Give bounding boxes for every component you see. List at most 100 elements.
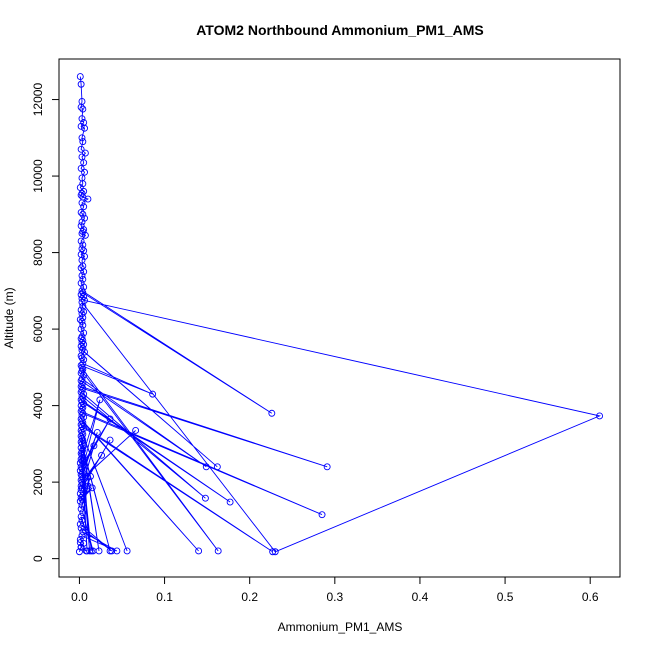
data-point	[77, 543, 85, 551]
data-point	[76, 73, 84, 81]
data-point	[77, 237, 85, 245]
y-tick-label: 2000	[31, 468, 45, 495]
data-point	[77, 164, 85, 172]
plot-frame	[58, 58, 621, 578]
y-tick-label: 0	[31, 555, 45, 562]
data-point	[77, 407, 85, 415]
data-point	[132, 427, 140, 434]
y-tick-label: 10000	[31, 159, 45, 193]
data-point	[214, 547, 222, 555]
data-point	[88, 484, 96, 492]
data-point	[81, 149, 89, 157]
data-point	[89, 547, 97, 555]
data-point	[82, 547, 90, 555]
data-point	[84, 482, 92, 490]
data-point	[84, 195, 92, 203]
y-tick-label: 12000	[31, 83, 45, 117]
data-point	[123, 547, 131, 555]
data-point	[77, 505, 85, 513]
data-point	[90, 442, 98, 450]
data-point	[78, 317, 86, 325]
data-point	[96, 396, 104, 404]
data-point	[80, 356, 88, 364]
data-point	[77, 191, 85, 199]
data-point	[108, 547, 116, 555]
data-point	[77, 122, 85, 130]
data-point	[79, 275, 87, 283]
data-point	[76, 316, 84, 323]
x-tick-label: 0.6	[582, 590, 599, 604]
data-point	[269, 548, 277, 556]
data-point	[80, 159, 88, 167]
data-point	[80, 371, 88, 379]
data-point	[81, 231, 89, 239]
data-point	[78, 516, 86, 524]
data-point	[201, 494, 209, 502]
data-point	[77, 335, 85, 343]
x-tick-label: 0.4	[412, 590, 429, 604]
series-line	[78, 76, 602, 553]
data-point	[78, 272, 86, 279]
data-point	[202, 463, 210, 471]
data-point	[76, 536, 84, 543]
data-point	[75, 548, 83, 556]
x-axis: 0.0 0.1 0.2 0.3 0.4 0.5 0.6	[71, 576, 599, 604]
data-point	[106, 436, 114, 444]
data-point	[80, 203, 88, 211]
data-point	[77, 342, 85, 350]
data-point	[80, 329, 88, 337]
data-point	[79, 138, 87, 146]
data-point	[78, 134, 86, 142]
data-point	[195, 547, 203, 555]
data-point	[113, 547, 121, 555]
data-point	[106, 415, 114, 423]
data-point	[93, 428, 101, 436]
data-point	[77, 103, 85, 111]
data-point	[77, 524, 85, 532]
data-point	[81, 168, 88, 176]
data-point	[78, 298, 86, 306]
data-point	[76, 497, 84, 505]
data-point	[77, 80, 85, 88]
data-point	[271, 548, 279, 556]
data-point	[596, 412, 604, 420]
data-point	[78, 199, 86, 207]
x-tick-label: 0.5	[497, 590, 514, 604]
data-point	[79, 453, 87, 461]
x-axis-label: Ammonium_PM1_AMS	[278, 620, 403, 634]
data-point	[79, 509, 87, 517]
data-point	[79, 210, 87, 218]
data-point	[98, 451, 106, 459]
data-point	[268, 409, 276, 417]
data-point	[77, 208, 85, 216]
data-point	[323, 463, 331, 471]
data-point	[213, 463, 221, 471]
data-point	[81, 124, 88, 132]
data-point	[149, 390, 157, 398]
y-tick-label: 6000	[31, 315, 45, 342]
data-point	[87, 472, 94, 480]
data-point	[79, 105, 87, 113]
x-tick-label: 0.3	[326, 590, 343, 604]
data-point	[76, 539, 84, 547]
data-point	[79, 492, 87, 499]
x-tick-label: 0.1	[156, 590, 173, 604]
series-layer	[75, 73, 604, 556]
data-point	[78, 218, 86, 226]
data-point	[80, 390, 88, 398]
data-point	[78, 230, 86, 237]
x-tick-label: 0.0	[71, 590, 88, 604]
data-point	[78, 532, 86, 540]
y-tick-label: 8000	[31, 239, 45, 266]
data-point	[318, 511, 326, 519]
data-point	[226, 498, 234, 506]
data-point	[81, 348, 88, 356]
data-point	[77, 513, 85, 521]
data-point	[76, 520, 84, 528]
data-point	[80, 268, 88, 276]
y-axis: 0 2000 4000 6000 8000 10000 12000	[31, 83, 60, 562]
data-point	[79, 321, 87, 329]
data-point	[77, 145, 85, 153]
y-tick-label: 4000	[31, 392, 45, 419]
